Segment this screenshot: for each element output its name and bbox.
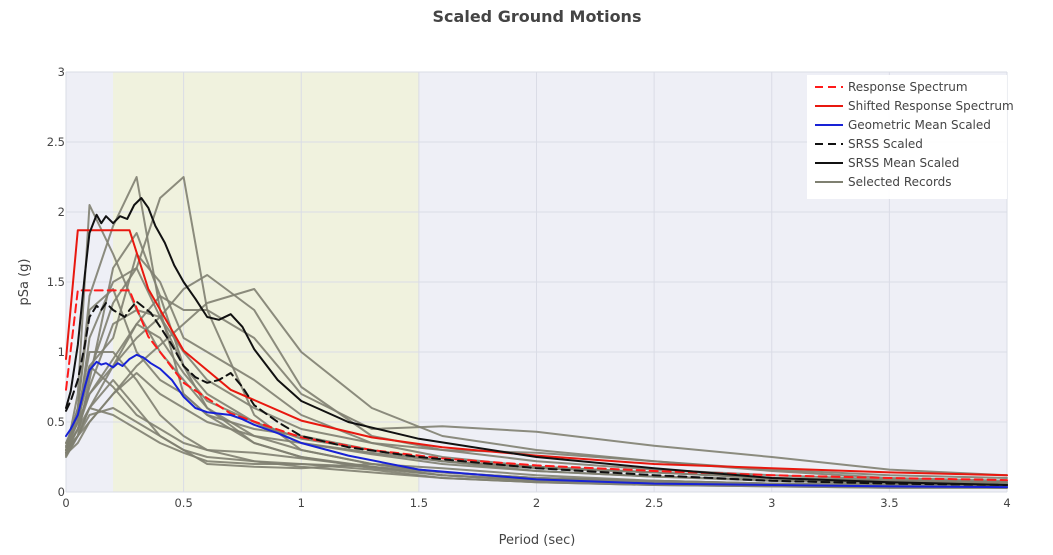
legend-item: Shifted Response Spectrum (815, 99, 1014, 113)
x-tick-label: 1.5 (410, 496, 428, 510)
x-tick-label: 2 (533, 496, 540, 510)
selected-record-line (65, 379, 1008, 489)
legend-item: SRSS Scaled (815, 137, 923, 151)
legend-label: Shifted Response Spectrum (848, 99, 1014, 113)
y-tick-label: 0.5 (47, 415, 65, 429)
legend-label: Geometric Mean Scaled (848, 118, 991, 132)
shifted-response-spectrum-line (65, 229, 1008, 477)
chart-title: Scaled Ground Motions (433, 7, 642, 26)
x-axis-title: Period (sec) (499, 533, 576, 548)
legend-item: Response Spectrum (815, 80, 968, 94)
legend-label: SRSS Mean Scaled (848, 156, 959, 170)
x-tick-label: 2.5 (645, 496, 663, 510)
y-tick-label: 0 (58, 485, 65, 499)
x-tick-label: 3 (768, 496, 775, 510)
geometric-mean-scaled-line (65, 353, 1008, 489)
y-tick-label: 2.5 (47, 135, 65, 149)
x-tick-label: 4 (1003, 496, 1010, 510)
legend-background (807, 75, 1007, 199)
x-tick-label: 0 (62, 496, 69, 510)
x-tick-label: 3.5 (880, 496, 898, 510)
legend-label: SRSS Scaled (848, 137, 923, 151)
legend-label: Selected Records (848, 175, 952, 189)
legend-label: Response Spectrum (848, 80, 968, 94)
y-tick-label: 1.5 (47, 275, 65, 289)
legend-item: Geometric Mean Scaled (815, 118, 991, 132)
srss-mean-scaled-line (65, 197, 1008, 486)
x-tick-label: 0.5 (174, 496, 192, 510)
y-axis-title: pSa (g) (17, 259, 32, 306)
y-tick-label: 3 (58, 65, 65, 79)
legend-item: SRSS Mean Scaled (815, 156, 959, 170)
selected-record-line (65, 407, 1008, 488)
srss-scaled-line (65, 300, 1008, 486)
y-tick-label: 2 (58, 205, 65, 219)
response-spectrum-line (65, 289, 1008, 482)
legend-item: Selected Records (815, 175, 952, 189)
legend: Response Spectrum Shifted Response Spectr… (807, 75, 1014, 199)
y-tick-label: 1 (58, 345, 65, 359)
x-tick-label: 1 (298, 496, 305, 510)
